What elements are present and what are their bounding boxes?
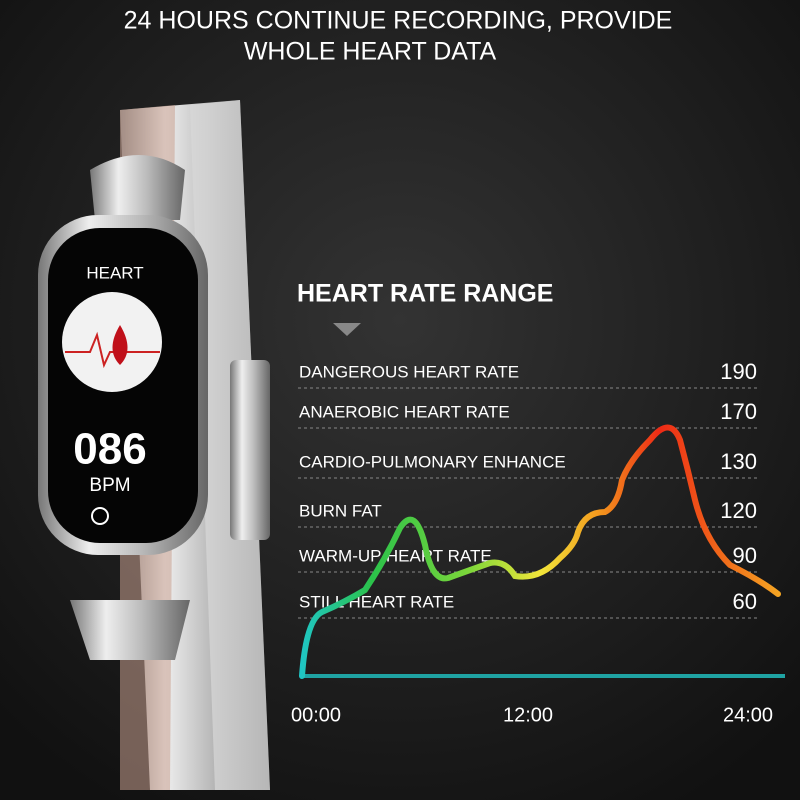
zone-label: CARDIO-PULMONARY ENHANCE — [299, 452, 566, 471]
zone-label: BURN FAT — [299, 501, 382, 520]
zone-label: WARM-UP HEART RATE — [299, 546, 492, 565]
watch: HEART 086 BPM — [38, 100, 270, 790]
lug — [70, 600, 190, 660]
zones: DANGEROUS HEART RATE 190 ANAEROBIC HEART R… — [298, 359, 758, 619]
zone-value: 170 — [720, 399, 757, 424]
zone-label: ANAEROBIC HEART RATE — [299, 402, 510, 421]
time-label: 24:00 — [723, 704, 773, 726]
header-line: WHOLE HEART DATA — [244, 38, 497, 66]
header-line: 24 HOURS CONTINUE RECORDING, PROVIDE — [124, 7, 673, 35]
lug — [90, 155, 185, 220]
heart-icon — [62, 292, 162, 392]
unit: BPM — [89, 475, 130, 496]
time-label: 12:00 — [503, 704, 553, 726]
reading: 086 — [73, 425, 146, 474]
pointer — [333, 323, 361, 336]
zone-value: 190 — [720, 359, 757, 384]
zone-value: 130 — [720, 449, 757, 474]
zone-value: 60 — [733, 589, 757, 614]
zone-value: 90 — [733, 543, 757, 568]
home-button[interactable] — [91, 507, 109, 525]
time-label: 00:00 — [291, 704, 341, 726]
range-title: HEART RATE RANGE — [297, 280, 553, 308]
heart-curve — [299, 424, 781, 679]
zone-value: 120 — [720, 498, 757, 523]
drop-icon — [112, 325, 128, 365]
screen-title: HEART — [86, 263, 143, 282]
clasp — [230, 360, 270, 540]
zone-label: DANGEROUS HEART RATE — [299, 362, 519, 381]
